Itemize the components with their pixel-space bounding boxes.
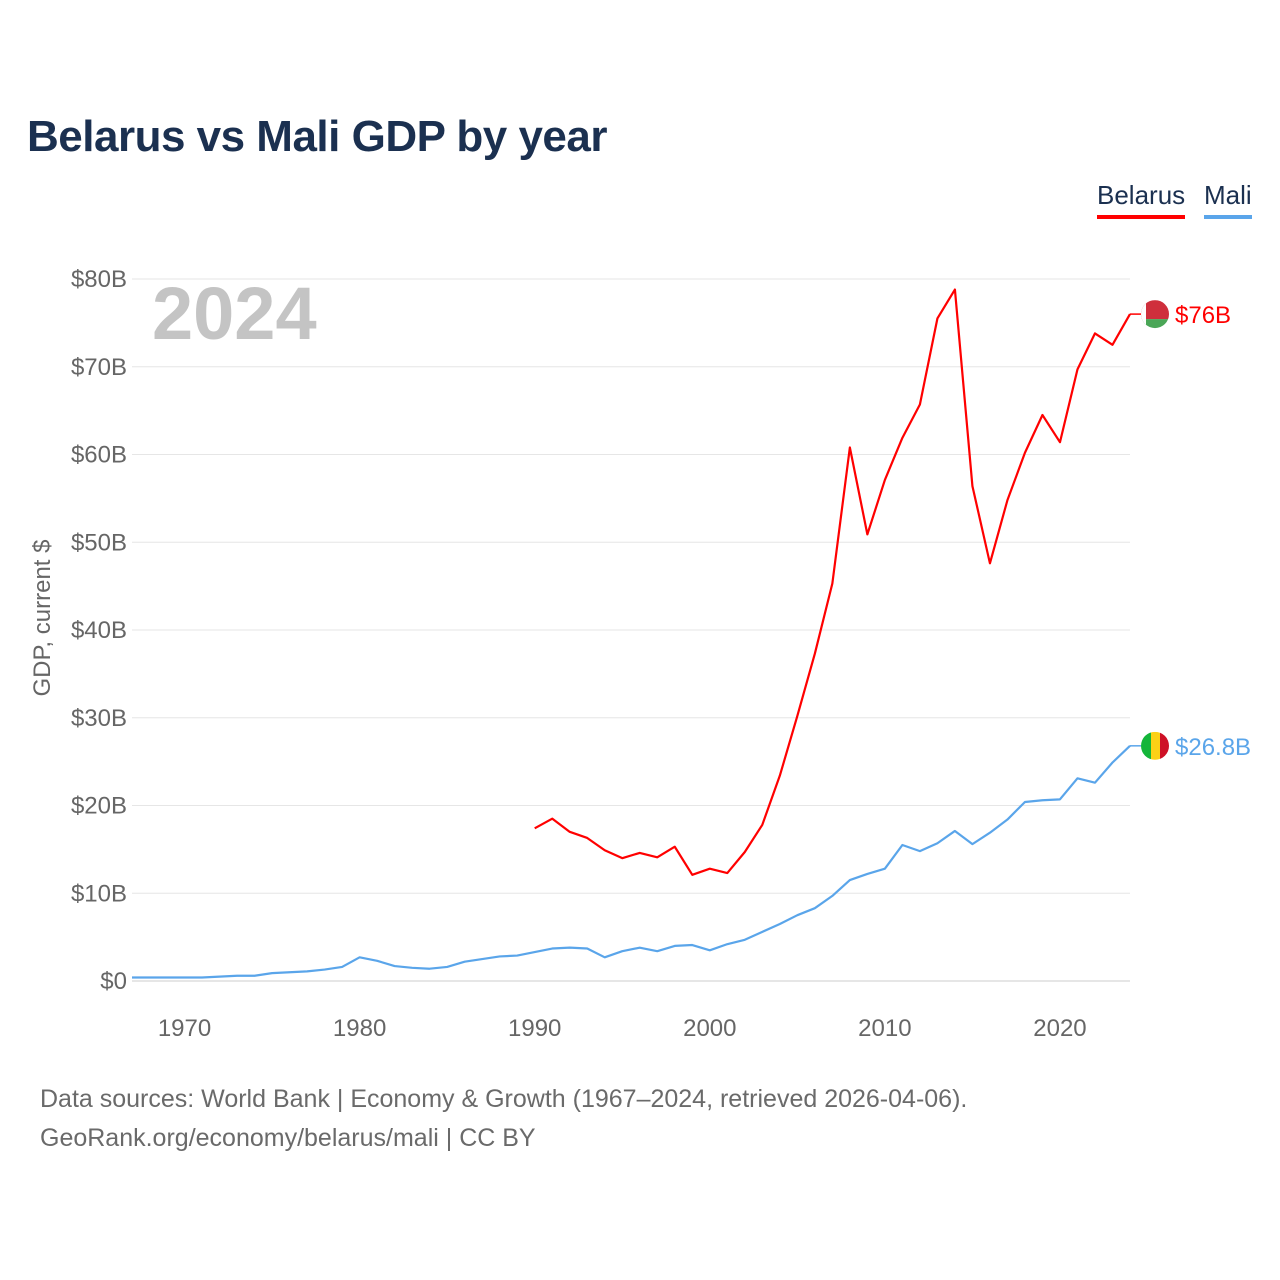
- y-tick-label: $80B: [71, 266, 127, 293]
- y-tick-label: $40B: [71, 617, 127, 644]
- x-tick-label: 2000: [683, 1015, 736, 1042]
- flag-green: [1141, 319, 1169, 329]
- x-tick-label: 1970: [158, 1015, 211, 1042]
- year-watermark: 2024: [152, 272, 317, 355]
- x-tick-label: 1980: [333, 1015, 386, 1042]
- flag-ornament: [1141, 300, 1146, 329]
- flag-body: [1141, 300, 1169, 329]
- x-tick-label: 1990: [508, 1015, 561, 1042]
- series-line-belarus: [534, 288, 1131, 876]
- mali-flag-icon: [1141, 731, 1169, 760]
- legend-mali[interactable]: Mali: [1204, 180, 1252, 219]
- flag-red: [1141, 300, 1169, 320]
- legend-belarus[interactable]: Belarus: [1097, 180, 1186, 219]
- end-value-label: $26.8B: [1175, 734, 1251, 761]
- y-tick-label: $70B: [71, 354, 127, 381]
- flag-red: [1160, 731, 1169, 760]
- y-tick-label: $50B: [71, 529, 127, 556]
- y-tick-label: $0: [100, 968, 127, 995]
- end-value-label: $76B: [1175, 302, 1231, 329]
- footer-sources: Data sources: World Bank | Economy & Gro…: [40, 1085, 968, 1113]
- y-tick-label: $20B: [71, 793, 127, 820]
- x-tick-label: 2020: [1033, 1015, 1086, 1042]
- series-line-mali: [132, 745, 1131, 979]
- footer-link: GeoRank.org/economy/belarus/mali | CC BY: [40, 1124, 536, 1152]
- y-tick-label: $30B: [71, 705, 127, 732]
- belarus-flag-icon: [1141, 300, 1169, 329]
- y-axis-label: GDP, current $: [29, 540, 56, 697]
- flag-body: [1141, 731, 1169, 760]
- x-tick-label: 2010: [858, 1015, 911, 1042]
- chart-title: Belarus vs Mali GDP by year: [27, 112, 607, 161]
- y-tick-label: $60B: [71, 442, 127, 469]
- flag-yellow: [1151, 731, 1160, 760]
- flag-green: [1141, 731, 1151, 760]
- y-tick-label: $10B: [71, 880, 127, 907]
